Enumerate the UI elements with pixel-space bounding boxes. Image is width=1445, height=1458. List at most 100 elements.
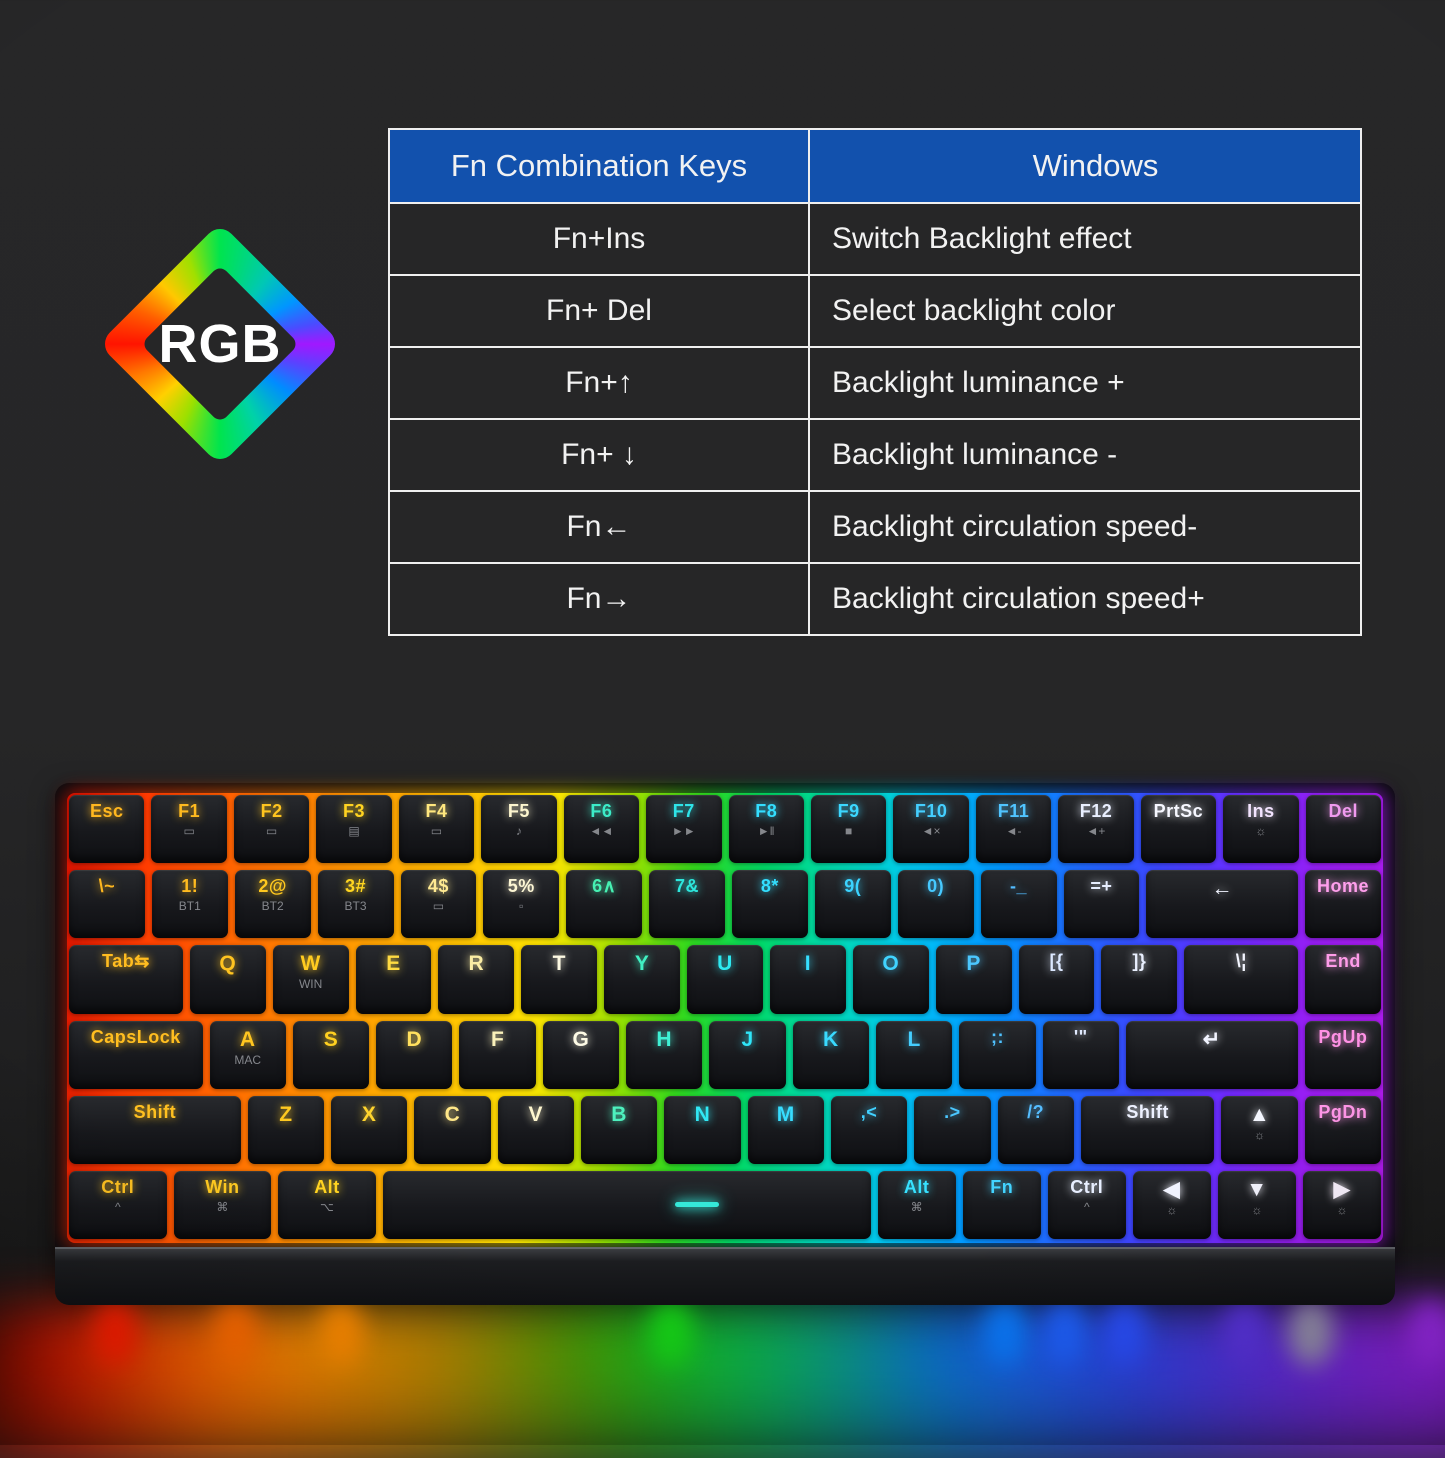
key-label: PgDn	[1318, 1101, 1368, 1122]
key-label: Home	[1317, 876, 1370, 897]
key-label: T	[552, 952, 566, 976]
key-arrow-left: ◀ ☼	[1132, 1170, 1211, 1240]
fn-table-row: Fn← Backlight circulation speed-	[388, 490, 1362, 564]
key-label: D	[406, 1027, 423, 1051]
spacebar-led-indicator	[675, 1201, 720, 1207]
key-label: U	[717, 952, 733, 976]
key-label: S	[323, 1027, 339, 1051]
key-label: 3#	[345, 876, 367, 897]
key-pgdn: PgDn	[1304, 1095, 1381, 1164]
key-v: V	[497, 1095, 574, 1164]
key-label: Shift	[133, 1101, 177, 1122]
key-1: 1! BT1	[151, 870, 228, 939]
fn-combo-cell: Fn←	[388, 490, 810, 564]
fn-combo-cell: Fn+Ins	[388, 202, 810, 276]
key-label: End	[1325, 951, 1361, 972]
key-5: 5% ▫	[483, 870, 560, 939]
key-f4: F4 ▭	[398, 795, 475, 864]
fn-action-cell: Backlight luminance -	[808, 418, 1362, 492]
key-bracket-open: [{	[1018, 945, 1095, 1014]
key-r: R	[438, 945, 515, 1014]
key-label: F	[490, 1027, 505, 1051]
fn-table-header-row: Fn Combination Keys Windows	[388, 128, 1362, 204]
key-sub-legend: ☼	[1255, 823, 1267, 838]
key-f6: F6 ◄◄	[563, 795, 640, 864]
key-3: 3# BT3	[317, 870, 394, 939]
key-label: \~	[98, 876, 116, 897]
key-label: F4	[425, 801, 448, 821]
key-f5: F5 ♪	[481, 795, 557, 864]
key-6: 6∧	[566, 870, 643, 939]
key-sub-legend: ^	[1083, 1199, 1090, 1214]
header-fn-combination-keys: Fn Combination Keys	[388, 128, 810, 204]
fn-table-row: Fn+ ↓ Backlight luminance -	[388, 418, 1362, 492]
key-z: Z	[247, 1095, 325, 1164]
key-equals: =+	[1063, 870, 1140, 939]
rgb-logo: RGB	[98, 222, 342, 466]
key-label: 6∧	[592, 876, 617, 897]
key-0: 0)	[897, 870, 974, 939]
glow-spot	[648, 1300, 694, 1366]
key-label: F8	[755, 801, 778, 821]
key-label: ]}	[1132, 951, 1147, 972]
key-a: A MAC	[209, 1020, 286, 1089]
key-semicolon: ;:	[959, 1020, 1036, 1089]
key-sub-legend: BT3	[344, 898, 367, 913]
key-label: 2@	[258, 876, 287, 897]
fn-table-row: Fn+Ins Switch Backlight effect	[388, 202, 1362, 276]
key-label: =+	[1090, 876, 1113, 897]
key-label: Y	[634, 952, 650, 976]
key-f3: F3 ▤	[316, 795, 392, 864]
key-label: 5%	[507, 876, 535, 897]
key-y: Y	[604, 945, 681, 1014]
key-label: PgUp	[1318, 1026, 1368, 1047]
key-period: .>	[914, 1095, 991, 1164]
keyboard-row: \~ 1! BT1 2@ BT2 3# BT3 4$ ▭ 5% ▫ 6∧ 7& 8* 9(0) -_ =+ ← Ho…	[69, 870, 1381, 939]
key-shift: Shift	[69, 1095, 241, 1164]
key-label: Alt	[314, 1176, 340, 1197]
glow-spot	[1288, 1300, 1334, 1366]
key-label: F3	[343, 801, 366, 821]
key-ins: Ins ☼	[1223, 795, 1299, 864]
key-sub-legend: ◄×	[921, 823, 941, 838]
glow-spot	[92, 1300, 138, 1366]
fn-action-cell: Switch Backlight effect	[808, 202, 1362, 276]
key-sub-legend: ▭	[183, 823, 195, 838]
key-space	[382, 1170, 871, 1240]
glow-spot	[1102, 1300, 1148, 1366]
fn-combination-table: Fn Combination Keys Windows Fn+Ins Switch…	[388, 128, 1362, 636]
key-f9: F9 ■	[810, 795, 887, 864]
key-bracket-close: ]}	[1101, 945, 1178, 1014]
keyboard-rgb-plate	[67, 793, 1383, 1243]
key-backslash: \¦	[1184, 945, 1299, 1014]
keyboard: Esc F1 ▭ F2 ▭ F3 ▤ F4 ▭ F5 ♪ F6 ◄◄ F7 ►► F8 ►‖ F9 ■ F10 ◄× F1…	[55, 783, 1395, 1305]
key-2: 2@ BT2	[234, 870, 311, 939]
key-label: 1!	[181, 876, 199, 897]
key-p: P	[935, 945, 1012, 1014]
key-label: H	[656, 1027, 673, 1051]
key-f2: F2 ▭	[233, 795, 310, 864]
key-quote: '"	[1042, 1020, 1119, 1089]
key-ctrl: Ctrl ^	[69, 1170, 167, 1240]
key-k: K	[792, 1020, 870, 1089]
key-label: -_	[1010, 876, 1028, 897]
fn-action-cell: Backlight circulation speed+	[808, 562, 1362, 636]
key-x: X	[331, 1095, 408, 1164]
fn-table-row: Fn+ Del Select backlight color	[388, 274, 1362, 348]
key-sub-legend: ▭	[430, 823, 443, 838]
key-label: Ctrl	[1070, 1176, 1104, 1197]
key-f12: F12 ◄+	[1058, 795, 1134, 864]
key-tilde: \~	[69, 870, 145, 939]
key-label: \¦	[1235, 951, 1247, 972]
key-label: CapsLock	[90, 1026, 181, 1047]
key-l: L	[876, 1020, 953, 1089]
key-sub-legend: ☼	[1251, 1202, 1263, 1217]
keyboard-row: CapsLock A MAC S D F G H J K L;: '" ↵ PgUp	[69, 1020, 1381, 1089]
key-f7: F7 ►►	[646, 795, 722, 864]
key-label: R	[468, 952, 485, 976]
key-q: Q	[189, 945, 266, 1014]
keyboard-row: Ctrl ^ Win ⌘ Alt ⌥ Alt ⌘ Fn Ctrl ^ ◀ ☼ ▼ ☼ ▶ ☼	[69, 1170, 1381, 1240]
key-label: F6	[590, 801, 613, 821]
key-minus: -_	[980, 870, 1057, 939]
